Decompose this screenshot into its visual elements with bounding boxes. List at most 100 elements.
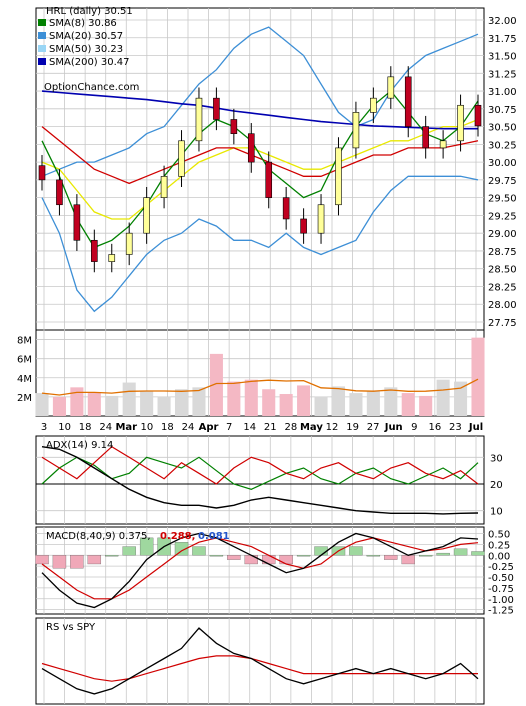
- macd-histogram-bar: [122, 546, 136, 556]
- adx-tick-label: 10: [490, 507, 503, 518]
- price-tick-label: 30.75: [488, 105, 517, 116]
- candle-body: [457, 104, 464, 142]
- candle-body: [160, 176, 168, 198]
- legend-entry: SMA(200) 30.47: [49, 57, 130, 68]
- volume-bar: [331, 386, 346, 416]
- candle-body: [230, 119, 238, 134]
- x-tick-label: 16: [428, 422, 441, 433]
- macd-histogram-bar: [209, 555, 224, 557]
- candle-body: [282, 197, 290, 220]
- legend-entry: SMA(20) 30.57: [49, 31, 123, 42]
- x-tick-label: 12: [326, 422, 339, 433]
- volume-tick-label: 8M: [17, 336, 32, 347]
- candle-body: [300, 218, 307, 234]
- legend-entry: SMA(8) 30.86: [49, 18, 117, 29]
- macd-tick-label: -0.75: [488, 584, 514, 595]
- candle-body: [352, 112, 360, 149]
- volume-bar: [314, 396, 328, 416]
- candle-body: [213, 97, 220, 120]
- volume-bar: [436, 379, 450, 416]
- volume-bar: [174, 389, 189, 416]
- candle-body: [38, 165, 46, 181]
- x-tick-label: 18: [161, 422, 174, 433]
- sma200-line: [41, 90, 478, 130]
- macd-histogram-bar: [244, 555, 258, 565]
- adx-plus-di-line: [41, 456, 479, 490]
- bollinger-upper-line: [41, 26, 479, 177]
- adx-tick-label: 30: [490, 453, 503, 464]
- macd-histogram-bar: [418, 555, 433, 557]
- macd-histogram-bar: [52, 555, 67, 569]
- macd-histogram-bar: [87, 555, 102, 565]
- volume-bar: [157, 396, 171, 416]
- macd-label: MACD(8,40,9) 0.375,: [46, 531, 151, 542]
- candle-body: [108, 254, 116, 262]
- price-tick-label: 30.00: [488, 158, 517, 169]
- macd-histogram-bar: [279, 555, 293, 565]
- price-tick-label: 31.25: [488, 69, 517, 80]
- bollinger-lower-line: [41, 175, 479, 313]
- volume-bar: [262, 389, 276, 416]
- volume-bar: [87, 392, 101, 416]
- x-tick-label: 24: [99, 422, 112, 433]
- candle-body: [474, 104, 482, 127]
- price-tick-label: 31.75: [488, 34, 517, 45]
- adx-tick-label: 20: [490, 480, 503, 491]
- sma50-line: [41, 118, 479, 220]
- price-tick-label: 28.25: [488, 282, 517, 293]
- candle-body: [143, 197, 150, 234]
- macd-histogram-bar: [384, 555, 398, 560]
- candle-body: [125, 232, 133, 255]
- candle-body: [317, 204, 325, 234]
- adx-line: [41, 446, 479, 515]
- x-tick-label: 10: [58, 422, 71, 433]
- macd-tick-label: -1.00: [488, 595, 514, 606]
- candle-body: [404, 76, 412, 127]
- panel-frame-price: [35, 7, 485, 331]
- legend-swatch: [38, 32, 46, 39]
- macd-signal-line: [41, 537, 479, 600]
- macd-histogram-bar: [296, 555, 311, 557]
- macd-histogram-bar: [401, 555, 415, 565]
- macd-histogram-bar: [314, 546, 328, 556]
- macd-histogram-bar: [349, 546, 363, 556]
- volume-bar: [401, 393, 415, 416]
- volume-bar: [52, 396, 66, 416]
- price-tick-label: 28.00: [488, 300, 517, 311]
- macd-histogram-bar: [453, 548, 468, 556]
- candle-body: [91, 239, 98, 262]
- volume-bar: [209, 353, 223, 416]
- x-tick-label: 3: [41, 422, 47, 433]
- panel-frame-vol: [35, 329, 485, 417]
- x-tick-label: 19: [346, 422, 359, 433]
- price-tick-label: 28.50: [488, 265, 517, 276]
- volume-bar: [279, 394, 293, 416]
- panel-frame-adx: [35, 435, 485, 525]
- volume-bar: [35, 393, 49, 416]
- volume-bar: [105, 395, 119, 416]
- price-tick-label: 30.25: [488, 140, 517, 151]
- macd-histogram-bar: [262, 555, 276, 565]
- candle-body: [73, 204, 81, 241]
- x-tick-label: 21: [264, 422, 277, 433]
- volume-tick-label: 6M: [17, 355, 32, 366]
- adx-label: ADX(14) 9.14: [46, 440, 113, 451]
- price-tick-label: 29.75: [488, 176, 517, 187]
- x-tick-label: 10: [140, 422, 153, 433]
- macd-histogram-bar: [192, 546, 206, 556]
- legend-swatch: [38, 45, 46, 52]
- x-tick-label: Apr: [199, 422, 219, 433]
- x-tick-label: Mar: [115, 422, 137, 433]
- rs-average-line: [41, 655, 478, 682]
- volume-bar: [70, 387, 84, 416]
- price-tick-label: 31.50: [488, 52, 517, 63]
- x-tick-label: 23: [449, 422, 462, 433]
- macd-histogram-bar: [105, 555, 119, 557]
- volume-bar: [349, 393, 363, 416]
- macd-histogram-bar: [35, 555, 49, 565]
- candle-body: [265, 161, 273, 198]
- candle-body: [195, 97, 203, 142]
- volume-bar: [192, 387, 206, 416]
- price-tick-label: 32.00: [488, 16, 517, 27]
- candle-body: [335, 147, 342, 206]
